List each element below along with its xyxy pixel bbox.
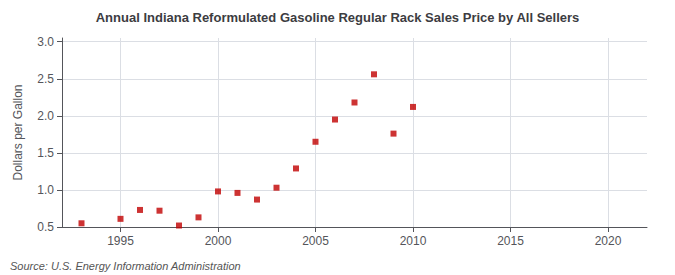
svg-text:2005: 2005 <box>302 234 329 248</box>
svg-text:1.0: 1.0 <box>37 183 54 197</box>
svg-text:2010: 2010 <box>400 234 427 248</box>
svg-text:0.5: 0.5 <box>37 220 54 234</box>
svg-text:Annual Indiana Reformulated Ga: Annual Indiana Reformulated Gasoline Reg… <box>96 10 580 25</box>
svg-text:3.0: 3.0 <box>37 35 54 49</box>
svg-text:2015: 2015 <box>497 234 524 248</box>
svg-text:1.5: 1.5 <box>37 146 54 160</box>
svg-text:2.5: 2.5 <box>37 72 54 86</box>
svg-text:2020: 2020 <box>595 234 622 248</box>
svg-text:Dollars per Gallon: Dollars per Gallon <box>11 84 25 180</box>
svg-text:Source: U.S. Energy Informatio: Source: U.S. Energy Information Administ… <box>10 260 241 272</box>
svg-text:2.0: 2.0 <box>37 109 54 123</box>
svg-text:2000: 2000 <box>205 234 232 248</box>
svg-text:1995: 1995 <box>107 234 134 248</box>
